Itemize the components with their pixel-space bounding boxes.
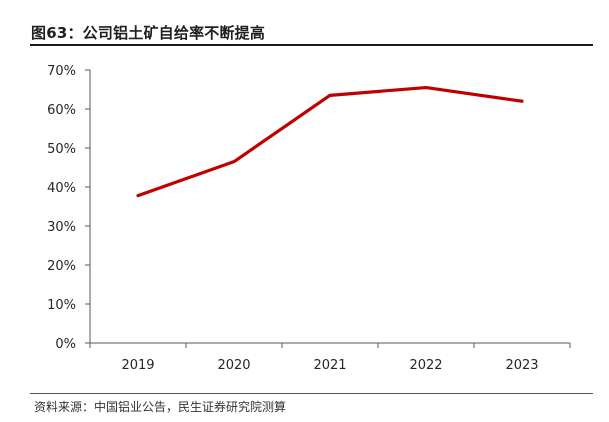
- x-tick-label: 2019: [121, 358, 154, 373]
- y-tick-label: 70%: [47, 64, 76, 79]
- x-tick-label: 2023: [505, 358, 538, 373]
- data-point: [232, 160, 236, 164]
- y-tick-label: 0%: [55, 337, 76, 352]
- figure-title: 图63：公司铝土矿自给率不断提高: [31, 24, 266, 42]
- y-tick-label: 20%: [47, 259, 76, 274]
- y-tick-label: 50%: [47, 142, 76, 157]
- data-point: [136, 194, 140, 197]
- y-tick-label: 10%: [47, 298, 76, 313]
- series-line: [136, 85, 524, 198]
- y-tick-label: 40%: [47, 181, 76, 196]
- source-rule: [30, 393, 593, 394]
- data-point: [424, 86, 428, 89]
- title-rule: [30, 44, 593, 46]
- y-tick-label: 60%: [47, 103, 76, 118]
- y-tick-label: 30%: [47, 220, 76, 235]
- data-point: [328, 93, 332, 97]
- x-tick-label: 2020: [217, 358, 250, 373]
- data-point: [520, 99, 524, 103]
- x-tick-label: 2021: [313, 358, 346, 373]
- x-tick-label: 2022: [409, 358, 442, 373]
- source-note: 资料来源：中国铝业公告，民生证券研究院测算: [34, 400, 287, 414]
